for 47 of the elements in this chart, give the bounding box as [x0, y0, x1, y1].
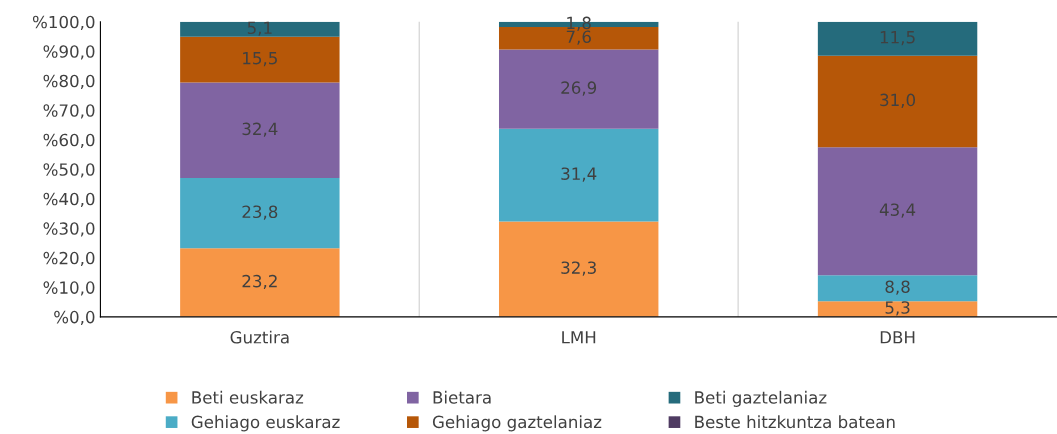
y-tick-label: %70,0	[43, 104, 95, 119]
legend-label: Beti euskaraz	[192, 390, 304, 404]
data-label: 8,8	[885, 280, 910, 295]
y-tick-label: %0,0	[54, 310, 95, 326]
data-label: 11,5	[880, 31, 915, 46]
data-label: 43,4	[879, 203, 916, 218]
data-label: 31,0	[880, 93, 916, 108]
legend-label: Gehiago gaztelaniaz	[432, 415, 602, 432]
y-tick-label: %80,0	[43, 74, 95, 89]
data-label: 26,9	[561, 81, 597, 96]
y-tick-label: %20,0	[43, 251, 95, 267]
bar	[817, 275, 978, 302]
y-tick-label: %60,0	[43, 133, 95, 149]
data-label: 5,1	[247, 21, 272, 36]
legend-label: Bietara	[433, 390, 491, 404]
data-label: 7,6	[566, 30, 591, 45]
bar	[180, 36, 340, 83]
bar	[180, 178, 340, 249]
y-tick-label: %90,0	[43, 45, 95, 60]
bar	[817, 21, 978, 56]
data-label: 32,4	[242, 122, 278, 137]
y-tick-label: %30,0	[43, 222, 95, 237]
x-tick-label: LMH	[562, 331, 596, 344]
y-tick-label: %100,0	[32, 15, 95, 30]
data-label: 5,3	[885, 301, 910, 316]
bar	[817, 55, 978, 148]
data-label: 23,2	[242, 274, 277, 290]
data-label: 31,4	[561, 167, 597, 182]
bar	[180, 82, 340, 179]
bar	[498, 221, 659, 317]
data-label: 15,5	[243, 52, 277, 67]
data-label: 23,8	[242, 205, 278, 220]
legend-label: Beste hitzkuntza batean	[695, 415, 895, 429]
x-tick-label: DBH	[880, 331, 915, 344]
bar	[180, 21, 340, 37]
bar	[817, 301, 978, 317]
bar	[498, 128, 659, 222]
legend-label: Beti gaztelaniaz	[695, 390, 827, 407]
bar	[817, 147, 978, 276]
bar	[498, 49, 659, 129]
data-label: 32,3	[561, 261, 596, 276]
legend-label: Gehiago euskaraz	[191, 415, 340, 432]
y-tick-label: %10,0	[43, 281, 95, 296]
y-tick-label: %50,0	[43, 163, 95, 178]
y-tick-label: %40,0	[43, 192, 95, 208]
bar	[180, 248, 340, 317]
x-tick-label: Guztira	[230, 330, 289, 344]
